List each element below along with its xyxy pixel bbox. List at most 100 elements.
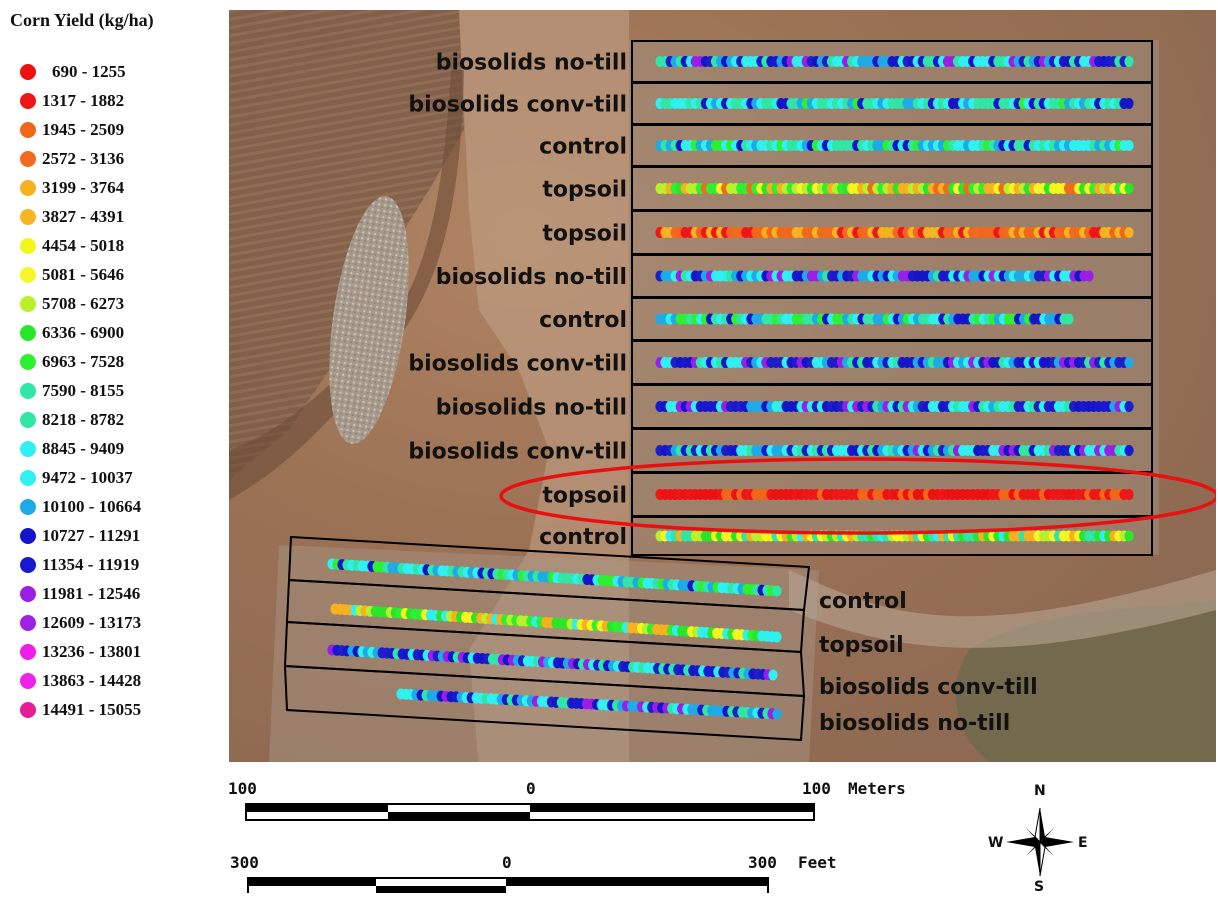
legend-item: 3199 - 3764 xyxy=(20,177,124,199)
legend-item: 6963 - 7528 xyxy=(20,351,124,373)
legend-swatch xyxy=(20,325,36,341)
legend-item: 9472 - 10037 xyxy=(20,467,133,489)
yield-strip xyxy=(655,56,1134,67)
legend-label: 4454 - 5018 xyxy=(42,236,125,255)
plot-boundary xyxy=(631,516,1153,556)
highlight-ellipse xyxy=(499,457,1216,535)
legend-swatch xyxy=(20,441,36,457)
yield-strip xyxy=(655,357,1134,368)
legend-item: 13863 - 14428 xyxy=(20,670,141,692)
yield-strip xyxy=(655,401,1134,412)
legend-label: 8845 - 9409 xyxy=(42,439,125,458)
north-arrow-icon xyxy=(1006,807,1074,877)
legend-item: 7590 - 8155 xyxy=(20,380,124,402)
legend-label: 6336 - 6900 xyxy=(42,323,125,342)
legend-item: 6336 - 6900 xyxy=(20,322,124,344)
gravel-pile xyxy=(329,196,409,444)
yield-strip xyxy=(327,558,782,597)
feet-left-label: 300 xyxy=(230,853,259,872)
legend-label: 8218 - 8782 xyxy=(42,410,125,429)
legend-swatch xyxy=(20,122,36,138)
legend-item: 8845 - 9409 xyxy=(20,438,124,460)
plot-label: biosolids no-till xyxy=(819,711,1010,736)
yield-strip xyxy=(655,313,1074,325)
plot-boundary xyxy=(283,664,806,742)
legend-label: 7590 - 8155 xyxy=(42,381,125,400)
plot-label: topsoil xyxy=(542,484,627,509)
legend-item: 8218 - 8782 xyxy=(20,409,124,431)
legend-label: 3199 - 3764 xyxy=(42,178,125,197)
legend-swatch xyxy=(20,586,36,602)
plot-label: control xyxy=(539,525,627,550)
legend-swatch xyxy=(20,702,36,718)
legend-label: 690 - 1255 xyxy=(52,62,126,81)
plot-label: control xyxy=(819,589,907,614)
legend-label: 10727 - 11291 xyxy=(42,526,141,545)
legend-swatch xyxy=(20,180,36,196)
yield-strip xyxy=(655,445,1134,456)
legend-item: 14491 - 15055 xyxy=(20,699,141,721)
legend-item: 690 - 1255 xyxy=(20,61,126,83)
legend-label: 6963 - 7528 xyxy=(42,352,125,371)
yield-strip xyxy=(655,140,1134,151)
legend-item: 13236 - 13801 xyxy=(20,641,141,663)
legend-label: 11981 - 12546 xyxy=(42,584,141,603)
legend-swatch xyxy=(20,499,36,515)
plot-label: control xyxy=(539,135,627,160)
plot-label: biosolids conv-till xyxy=(408,93,627,118)
legend-swatch xyxy=(20,383,36,399)
furrowed-field xyxy=(229,10,464,480)
scale-and-north: 100 0 100 Meters 300 0 300 Feet xyxy=(0,760,1218,895)
legend-swatch xyxy=(20,557,36,573)
legend-label: 1317 - 1882 xyxy=(42,91,125,110)
meters-left-label: 100 xyxy=(228,779,257,798)
legend-title: Corn Yield (kg/ha) xyxy=(10,10,154,30)
plot-label: control xyxy=(539,308,627,333)
legend-label: 5081 - 5646 xyxy=(42,265,125,284)
west-label: W xyxy=(988,835,1003,851)
legend-item: 10727 - 11291 xyxy=(20,525,140,547)
legend-swatch xyxy=(20,470,36,486)
legend-label: 9472 - 10037 xyxy=(42,468,133,487)
plot-label: topsoil xyxy=(819,633,904,658)
aerial-map: biosolids no-till biosolids conv-till cont… xyxy=(229,10,1216,762)
legend-item: 1317 - 1882 xyxy=(20,90,124,112)
feet-center-label: 0 xyxy=(502,853,512,872)
yield-strip xyxy=(655,270,1094,282)
north-label: N xyxy=(1034,783,1046,799)
legend-swatch xyxy=(20,93,36,109)
legend-item: 3827 - 4391 xyxy=(20,206,124,228)
legend: Corn Yield (kg/ha) 690 - 1255 1317 - 1882… xyxy=(0,0,228,740)
legend-swatch xyxy=(20,238,36,254)
south-label: S xyxy=(1034,879,1044,893)
legend-swatch xyxy=(20,64,36,80)
legend-label: 2572 - 3136 xyxy=(42,149,125,168)
yield-strip xyxy=(396,688,782,720)
dirt-road xyxy=(789,570,1216,648)
legend-swatch xyxy=(20,615,36,631)
yield-strip xyxy=(330,603,782,643)
legend-label: 1945 - 2509 xyxy=(42,120,125,139)
legend-item: 5081 - 5646 xyxy=(20,264,124,286)
legend-label: 5708 - 6273 xyxy=(42,294,125,313)
legend-label: 14491 - 15055 xyxy=(42,700,142,719)
yield-strip xyxy=(655,227,1134,238)
meters-right-label: 100 xyxy=(802,779,831,798)
legend-item: 11981 - 12546 xyxy=(20,583,140,605)
plot-label: biosolids conv-till xyxy=(819,675,1038,700)
legend-label: 13863 - 14428 xyxy=(42,671,142,690)
legend-swatch xyxy=(20,673,36,689)
legend-label: 3827 - 4391 xyxy=(42,207,125,226)
legend-item: 12609 - 13173 xyxy=(20,612,141,634)
plot-label: biosolids conv-till xyxy=(408,352,627,377)
legend-swatch xyxy=(20,151,36,167)
legend-label: 13236 - 13801 xyxy=(42,642,142,661)
plot-label: biosolids no-till xyxy=(436,396,627,421)
feet-unit-label: Feet xyxy=(798,853,837,872)
legend-swatch xyxy=(20,209,36,225)
legend-swatch xyxy=(20,528,36,544)
plot-label: topsoil xyxy=(542,178,627,203)
legend-swatch xyxy=(20,412,36,428)
legend-swatch xyxy=(20,296,36,312)
feet-scale-bar xyxy=(247,877,769,895)
